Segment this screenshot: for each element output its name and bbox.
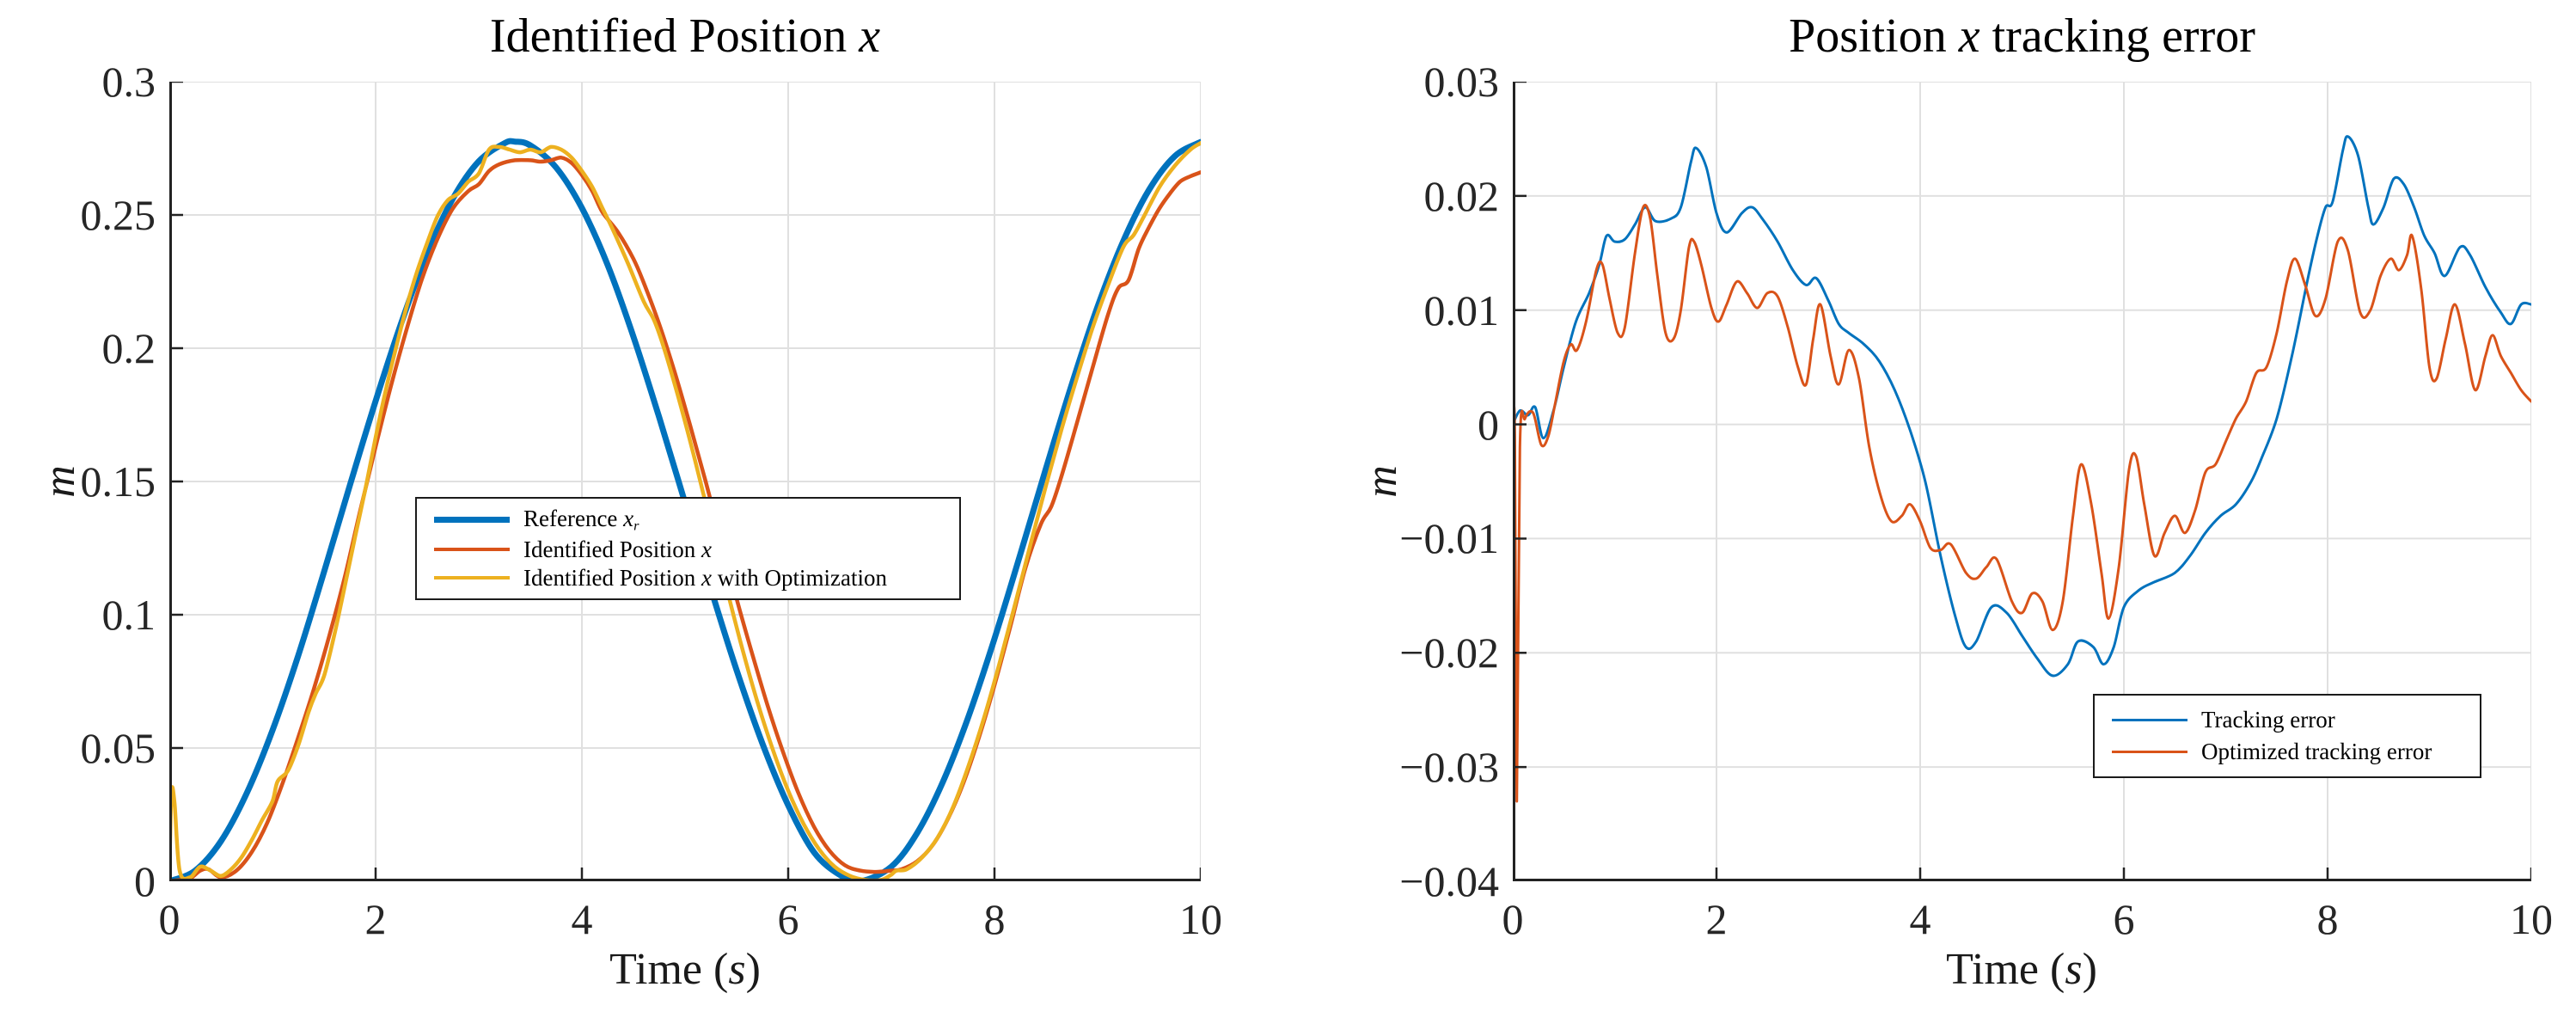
right-y-tick-label: 0.01 [1423, 285, 1500, 334]
legend-line-sample [2112, 751, 2187, 754]
left-x-tick-label: 10 [1179, 895, 1222, 943]
legend-label-segment: Tracking error [2201, 706, 2335, 733]
right-y-tick-label: 0 [1478, 400, 1499, 449]
legend-label-segment: x [623, 506, 634, 532]
left-x-axis-label: Time (s) [609, 945, 761, 994]
right-x-tick-label: 4 [1909, 895, 1931, 943]
right-x-axis-label: Time (s) [1946, 945, 2097, 994]
left-y-tick-label: 0.15 [80, 457, 156, 506]
left-series-1 [169, 156, 1201, 881]
right-chart-title: Position x tracking error [1789, 9, 2255, 63]
legend-line-sample [434, 576, 510, 580]
right-x-tick-label: 8 [2316, 895, 2339, 943]
right-y-tick-label: −0.04 [1399, 857, 1499, 905]
left-x-tick-label: 0 [158, 895, 181, 943]
legend-line-sample [434, 517, 510, 524]
left-x-tick-label: 2 [364, 895, 387, 943]
left-y-tick-label: 0.05 [80, 724, 156, 772]
left-x-tick-label: 8 [983, 895, 1006, 943]
legend-label-segment: Identified Position [523, 564, 701, 591]
right-y-tick-label: 0.03 [1423, 58, 1500, 106]
right-legend: Tracking error Optimized tracking error [2093, 694, 2481, 778]
legend-item: Optimized tracking error [2107, 739, 2468, 765]
legend-label-segment: Reference [523, 506, 624, 532]
legend-item: Tracking error [2107, 707, 2468, 733]
legend-item-label: Identified Position x [523, 537, 712, 563]
left-chart-title: Identified Position x [489, 9, 881, 63]
left-y-tick-label: 0.2 [101, 324, 156, 372]
legend-label-segment: with Optimization [711, 564, 887, 591]
legend-label-segment: x [701, 536, 712, 562]
right-series-1 [1513, 204, 2531, 803]
left-legend: Reference xr Identified Position x Identif… [415, 497, 961, 600]
right-y-axis-label: m [1357, 465, 1406, 498]
right-y-tick-label: −0.03 [1399, 743, 1499, 792]
right-x-tick-label: 6 [2113, 895, 2135, 943]
legend-item: Identified Position x [429, 537, 947, 563]
left-y-tick-label: 0.1 [101, 591, 156, 639]
left-plot-area [169, 82, 1201, 881]
right-y-tick-label: −0.02 [1399, 629, 1499, 678]
left-y-tick-label: 0.25 [80, 191, 156, 239]
left-y-tick-label: 0.3 [101, 58, 156, 106]
right-y-tick-label: 0.02 [1423, 171, 1500, 220]
legend-line-sample [434, 548, 510, 552]
legend-item-label: Tracking error [2201, 707, 2335, 733]
legend-item: Reference xr [429, 506, 947, 535]
left-series-0 [169, 138, 1201, 881]
legend-item: Identified Position x with Optimization [429, 565, 947, 592]
legend-item-label: Optimized tracking error [2201, 739, 2432, 765]
legend-line-sample [2112, 718, 2187, 721]
right-y-tick-label: −0.01 [1399, 514, 1499, 563]
left-y-tick-label: 0 [134, 857, 156, 905]
right-x-tick-label: 0 [1502, 895, 1524, 943]
right-series-0 [1513, 135, 2531, 678]
left-series-2 [169, 141, 1201, 881]
left-x-tick-label: 6 [777, 895, 799, 943]
right-x-tick-label: 2 [1705, 895, 1728, 943]
legend-item-label: Reference xr [523, 506, 639, 535]
legend-item-label: Identified Position x with Optimization [523, 565, 887, 592]
legend-label-segment: x [701, 564, 712, 591]
left-x-tick-label: 4 [571, 895, 593, 943]
legend-label-segment: Identified Position [523, 536, 701, 562]
legend-label-segment: r [633, 518, 639, 534]
right-x-tick-label: 10 [2510, 895, 2553, 943]
legend-label-segment: Optimized tracking error [2201, 739, 2432, 765]
